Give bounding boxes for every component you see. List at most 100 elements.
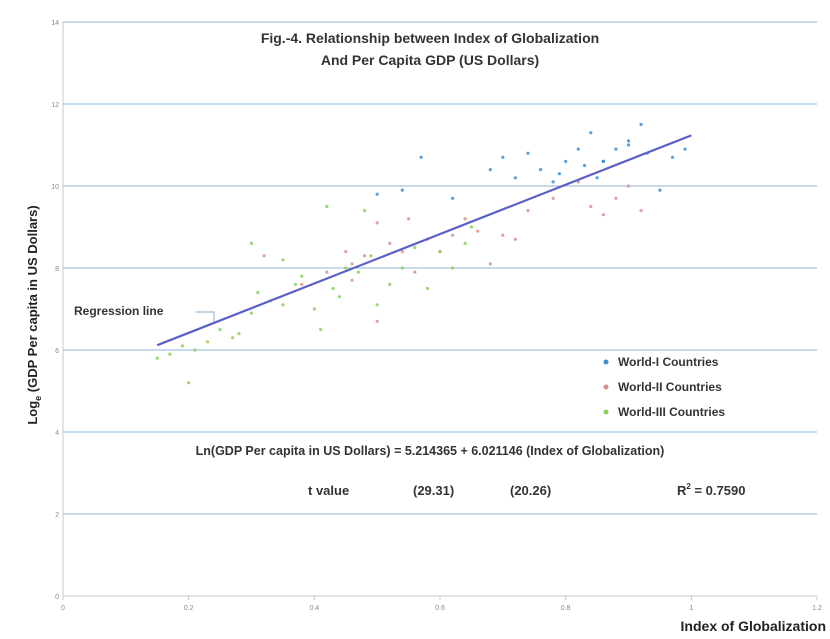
data-point-world-i [582,163,587,168]
data-point-world-iii [249,311,254,315]
r-squared-sup: 2 [686,482,691,491]
data-point-world-iii [331,286,335,291]
data-point-world-iii [388,282,392,286]
data-point-world-ii [350,278,354,282]
axis-ticks: 0 2 4 6 8 10 12 14 0 0.2 0.4 0.6 0.8 1 1.2 [51,20,822,612]
y-tick-label: 10 [51,184,59,191]
y-axis-label-log: Log [25,401,40,425]
legend-label-world-iii: World-III Countries [618,405,725,419]
data-point-world-i [601,159,605,163]
data-point-world-i [626,139,631,143]
data-point-world-ii [262,254,266,258]
r-squared-value: = 0.7590 [691,483,746,498]
data-point-world-i [658,188,662,192]
y-tick-label: 2 [55,512,59,519]
data-point-world-iii [312,307,316,311]
data-point-world-iii [319,327,323,332]
data-point-world-i [419,155,423,159]
x-tick-label: 0.4 [309,605,319,612]
data-point-world-i [538,168,543,172]
legend-label-world-ii: World-II Countries [618,380,722,394]
data-point-world-iii [187,381,191,385]
data-point-world-i [551,180,555,184]
data-point-world-i [576,147,580,151]
y-axis-label: Loge (GDP Per capita in US Dollars) [25,205,43,424]
y-tick-label: 14 [51,20,59,27]
data-point-world-i [501,155,505,159]
data-points [155,122,687,385]
data-point-world-ii [488,262,492,266]
legend-marker-world-iii [603,409,609,415]
data-point-world-iii [438,250,442,254]
data-point-world-iii [375,303,379,307]
regression-equation: Ln(GDP Per capita in US Dollars) = 5.214… [196,444,665,458]
data-point-world-i [589,131,593,135]
data-point-world-ii [513,237,518,241]
regression-label: Regression line [74,304,164,318]
data-point-world-iii [205,340,210,344]
r-squared-prefix: R [677,483,687,498]
data-point-world-iii [193,348,197,352]
y-tick-label: 8 [55,266,59,273]
data-point-world-i [595,176,599,180]
data-point-world-ii [463,217,467,221]
data-point-world-iii [356,270,360,274]
data-point-world-i [557,172,561,176]
data-point-world-i [526,151,530,155]
data-point-world-ii [300,282,304,286]
y-tick-label: 12 [51,102,59,109]
data-point-world-ii [614,196,618,200]
data-point-world-iii [231,336,235,340]
data-point-world-ii [400,250,404,254]
data-point-world-i [400,188,404,192]
y-tick-label: 4 [55,430,59,437]
data-point-world-iii [325,204,329,209]
legend-label-world-i: World-I Countries [618,355,719,369]
data-point-world-iii [218,327,222,332]
legend-marker-world-ii [603,384,609,390]
data-point-world-ii [589,204,593,209]
data-point-world-iii [168,352,172,356]
data-point-world-ii [626,184,631,188]
x-tick-label: 0.6 [435,605,445,612]
data-point-world-ii [388,241,392,245]
data-point-world-iii [237,332,241,336]
legend: World-I Countries World-II Countries Wor… [603,355,725,419]
data-point-world-iii [463,241,467,245]
data-point-world-ii [413,270,417,274]
r-squared: R2 = 0.7590 [677,482,745,498]
data-point-world-iii [344,266,348,270]
data-point-world-iii [400,266,404,270]
x-tick-label: 0.2 [184,605,194,612]
data-point-world-ii [325,270,329,274]
data-point-world-i [564,159,568,163]
data-point-world-i [639,122,643,127]
grid-lines [63,21,817,515]
y-tick-label: 6 [55,348,59,355]
data-point-world-iii [281,303,285,307]
data-point-world-iii [450,266,455,270]
regression-line [156,134,692,347]
chart-title-line-2: And Per Capita GDP (US Dollars) [321,52,539,68]
data-point-world-i [513,176,518,180]
y-axis-label-rest: (GDP Per capita in US Dollars) [25,205,40,395]
data-point-world-i [450,196,455,200]
data-point-world-ii [406,217,411,221]
data-point-world-iii [337,295,342,299]
data-point-world-i [614,147,618,151]
data-point-world-i [375,192,379,196]
data-point-world-i [626,143,631,147]
x-tick-label: 0.8 [561,605,571,612]
data-point-world-ii [601,213,605,217]
x-axis-label: Index of Globalization [681,618,826,634]
data-point-world-iii [293,282,298,286]
chart-title-line-1: Fig.-4. Relationship between Index of Gl… [261,30,599,46]
data-point-world-iii [300,274,304,278]
data-point-world-iii [256,291,260,295]
data-point-world-iii [469,225,474,229]
t-value-intercept: (29.31) [413,483,454,498]
y-axis-label-base: e [33,396,43,401]
